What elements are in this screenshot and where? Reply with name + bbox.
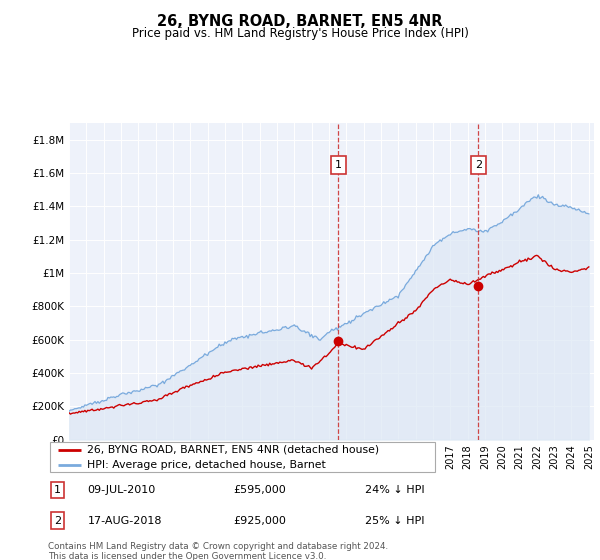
Text: 26, BYNG ROAD, BARNET, EN5 4NR: 26, BYNG ROAD, BARNET, EN5 4NR	[157, 14, 443, 29]
Text: 09-JUL-2010: 09-JUL-2010	[88, 485, 156, 495]
FancyBboxPatch shape	[50, 442, 435, 472]
Text: 1: 1	[335, 160, 342, 170]
Text: 2: 2	[54, 516, 61, 526]
Text: 17-AUG-2018: 17-AUG-2018	[88, 516, 162, 526]
Text: 25% ↓ HPI: 25% ↓ HPI	[365, 516, 424, 526]
Text: HPI: Average price, detached house, Barnet: HPI: Average price, detached house, Barn…	[87, 460, 326, 470]
Text: £925,000: £925,000	[233, 516, 286, 526]
Text: 26, BYNG ROAD, BARNET, EN5 4NR (detached house): 26, BYNG ROAD, BARNET, EN5 4NR (detached…	[87, 445, 379, 455]
Text: Price paid vs. HM Land Registry's House Price Index (HPI): Price paid vs. HM Land Registry's House …	[131, 27, 469, 40]
Text: 2: 2	[475, 160, 482, 170]
Text: Contains HM Land Registry data © Crown copyright and database right 2024.
This d: Contains HM Land Registry data © Crown c…	[48, 542, 388, 560]
Text: 24% ↓ HPI: 24% ↓ HPI	[365, 485, 424, 495]
Text: 1: 1	[54, 485, 61, 495]
Text: £595,000: £595,000	[233, 485, 286, 495]
